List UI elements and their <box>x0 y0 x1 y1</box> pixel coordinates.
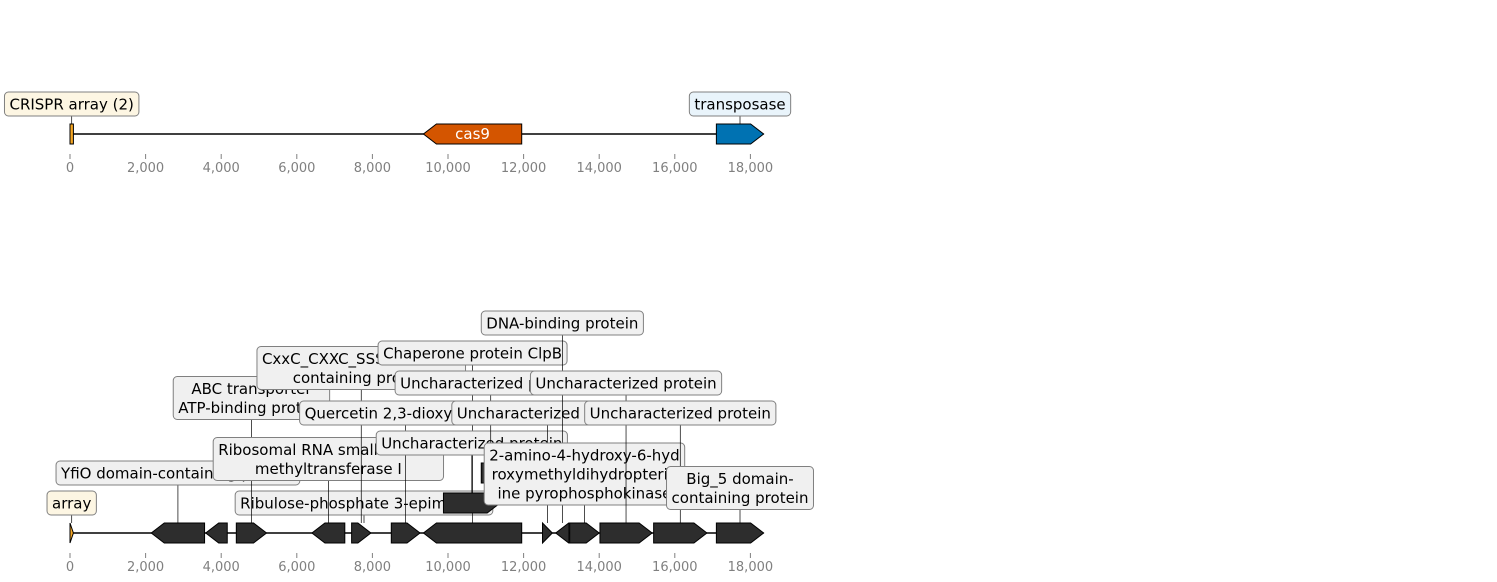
axis-tick-label: 0 <box>66 161 74 176</box>
big5-feature-label: Big_5 domain-containing protein <box>672 470 809 507</box>
label-box <box>3 91 140 117</box>
label-box <box>529 370 723 396</box>
array-feature[interactable]: array <box>46 490 97 544</box>
track-bottom: 0 2,000 4,000 6,000 8,000 10,000 12,000 14,000 1… <box>46 310 814 575</box>
label-box <box>46 490 97 516</box>
axis-tick-label: 2,000 <box>127 560 164 575</box>
dna-binding-feature[interactable]: DNA-binding protein <box>480 310 644 544</box>
label-box <box>666 466 814 510</box>
transposase-feature-label: transposase <box>694 96 785 114</box>
axis-tick-label: 12,000 <box>501 560 547 575</box>
axis-tick-label: 10,000 <box>425 161 471 176</box>
ribulose-feature[interactable]: Ribulose-phosphate 3-epimerase <box>204 490 494 544</box>
abc-feature-shape[interactable] <box>235 522 268 544</box>
axis-tick-label: 16,000 <box>652 161 698 176</box>
uncharacterized-5-feature-label: Uncharacterized protein <box>590 405 771 423</box>
big5-feature-shape[interactable] <box>715 522 765 544</box>
axis-tick-label: 14,000 <box>576 161 622 176</box>
crispr-array-feature-label: CRISPR array (2) <box>9 96 133 114</box>
transposase-feature-shape[interactable] <box>715 123 765 145</box>
cas9-feature-inner-label: cas9 <box>455 125 490 143</box>
label-box <box>377 340 568 366</box>
uncharacterized-5-feature[interactable]: Uncharacterized protein <box>584 400 777 544</box>
axis-tick-label: 18,000 <box>728 161 774 176</box>
clpb-feature-label: Chaperone protein ClpB <box>383 345 562 363</box>
label-box <box>688 91 792 117</box>
axis-tick-label: 4,000 <box>203 161 240 176</box>
uncharacterized-3-feature-shape[interactable] <box>542 521 554 545</box>
label-box <box>584 400 777 426</box>
cas9-feature-shape[interactable] <box>422 123 523 145</box>
cxxc-feature-shape[interactable] <box>351 522 372 544</box>
axis-tick-label: 16,000 <box>652 560 698 575</box>
axis-tick-label: 0 <box>66 560 74 575</box>
quercetin-feature-shape[interactable] <box>390 522 421 544</box>
axis-tick-label: 8,000 <box>354 560 391 575</box>
pyrophosphokinase-feature[interactable]: 2-amino-4-hydroxy-6-hyd roxymethyldihydro… <box>483 442 686 544</box>
track-top: 0 2,000 4,000 6,000 8,000 10,000 12,000 14,000 1… <box>3 91 792 176</box>
uncharacterized-4-feature[interactable]: Uncharacterized protein <box>529 370 723 544</box>
transposase-feature[interactable]: transposase <box>688 91 792 145</box>
dna-binding-feature-label: DNA-binding protein <box>486 315 638 333</box>
pyrophosphokinase-feature-shape[interactable] <box>569 522 601 544</box>
ribulose-feature-shape[interactable] <box>204 522 228 544</box>
axis-tick-label: 10,000 <box>425 560 471 575</box>
uncharacterized-4-feature-label: Uncharacterized protein <box>535 375 716 393</box>
big5-feature[interactable]: Big_5 domain-containing protein <box>666 466 814 544</box>
crispr-array-feature[interactable]: CRISPR array (2) <box>3 91 140 145</box>
axis-tick-label: 2,000 <box>127 161 164 176</box>
axis-tick-label: 6,000 <box>278 560 315 575</box>
array-feature-shape[interactable] <box>69 522 74 544</box>
axis-tick-label: 14,000 <box>576 560 622 575</box>
clpb-feature-shape[interactable] <box>422 522 523 544</box>
clpb-feature[interactable]: Chaperone protein ClpB <box>377 340 568 544</box>
ribulose-feature-label: Ribulose-phosphate 3-epimerase <box>240 495 488 513</box>
cas9-feature[interactable]: cas9 <box>422 123 523 145</box>
axis-tick-label: 6,000 <box>278 161 315 176</box>
axis-tick-label: 12,000 <box>501 161 547 176</box>
axis-tick-label: 8,000 <box>354 161 391 176</box>
yfio-feature-shape[interactable] <box>150 522 206 544</box>
axis-top: 0 2,000 4,000 6,000 8,000 10,000 12,000 14,000 1… <box>66 154 773 176</box>
pyrophosphokinase-feature-label: 2-amino-4-hydroxy-6-hyd roxymethyldihydro… <box>489 447 679 503</box>
axis-tick-label: 4,000 <box>203 560 240 575</box>
crispr-array-feature-shape[interactable] <box>69 123 74 145</box>
axis-tick-label: 18,000 <box>728 560 774 575</box>
dna-binding-feature-shape[interactable] <box>554 522 570 544</box>
axis-bottom: 0 2,000 4,000 6,000 8,000 10,000 12,000 14,000 1… <box>66 553 773 575</box>
label-box <box>480 310 644 336</box>
uncharacterized-5-feature-shape[interactable] <box>653 522 708 544</box>
uncharacterized-4-feature-shape[interactable] <box>599 522 653 544</box>
array-feature-label: array <box>52 495 91 513</box>
ribosomal-feature-shape[interactable] <box>311 522 346 544</box>
